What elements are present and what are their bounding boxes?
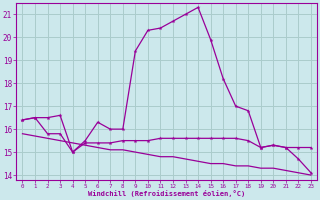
X-axis label: Windchill (Refroidissement éolien,°C): Windchill (Refroidissement éolien,°C) — [88, 190, 245, 197]
